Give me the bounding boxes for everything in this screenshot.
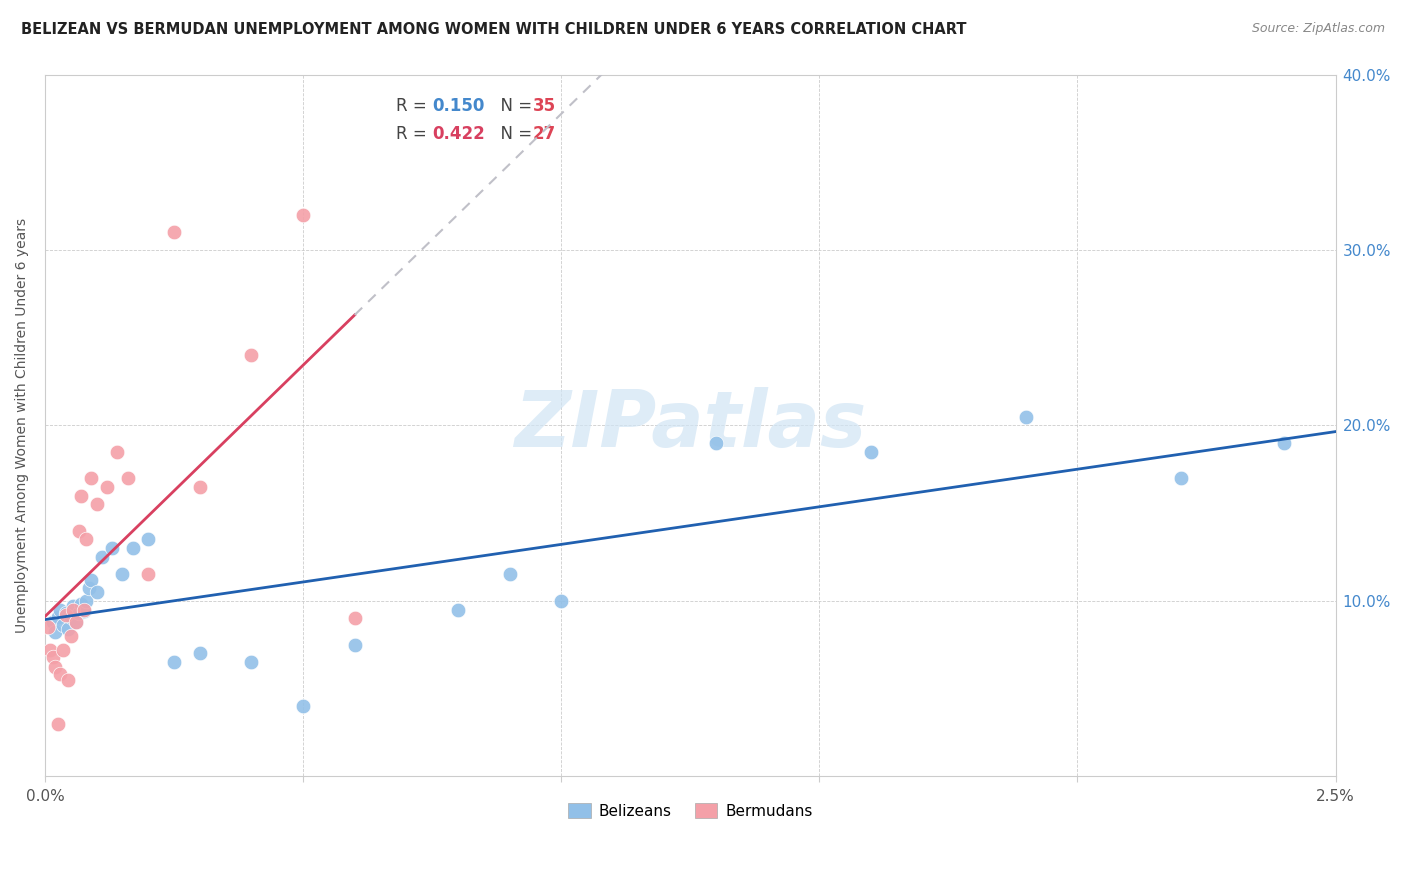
Point (292, 698, 315, 713)
Point (46, 716, 69, 731)
Text: 35: 35 (533, 97, 555, 115)
Point (188, 480, 211, 494)
Point (101, 541, 124, 556)
Point (49, 667, 72, 681)
Text: R =: R = (396, 97, 432, 115)
Point (59, 629, 82, 643)
Point (240, 348, 263, 362)
Point (75, 533, 97, 547)
Point (67, 606, 90, 620)
Point (52, 618, 75, 632)
Point (46, 609, 69, 624)
Point (73, 604, 96, 618)
Point (111, 567, 134, 582)
Point (121, 541, 143, 556)
Point (1170, 471, 1192, 485)
Point (343, 611, 366, 625)
Text: BELIZEAN VS BERMUDAN UNEMPLOYMENT AMONG WOMEN WITH CHILDREN UNDER 6 YEARS CORREL: BELIZEAN VS BERMUDAN UNEMPLOYMENT AMONG … (21, 22, 966, 37)
Point (77, 582, 100, 596)
Text: ZIPatlas: ZIPatlas (515, 387, 866, 463)
Point (70, 489, 93, 503)
Point (58, 622, 80, 636)
Point (96, 480, 118, 494)
Point (55, 607, 77, 622)
Point (704, 436, 727, 450)
Point (73, 602, 96, 616)
Text: N =: N = (491, 125, 537, 143)
Point (44, 660, 66, 674)
Point (41, 615, 63, 629)
Point (65, 615, 87, 629)
Point (90, 549, 112, 564)
Point (80, 573, 103, 587)
Point (292, 208, 315, 222)
Point (498, 567, 520, 582)
Point (117, 471, 139, 485)
Point (1272, 436, 1295, 450)
Point (52, 643, 75, 657)
Point (62, 599, 84, 613)
Point (37, 620, 59, 634)
Point (163, 655, 186, 669)
Point (105, 444, 128, 458)
Text: 27: 27 (533, 125, 555, 143)
Point (41, 649, 63, 664)
Point (59, 609, 82, 624)
Point (55, 606, 77, 620)
Point (136, 533, 159, 547)
Point (343, 638, 366, 652)
Text: 0.150: 0.150 (432, 97, 485, 115)
Point (240, 655, 263, 669)
Point (80, 471, 103, 485)
Point (1015, 409, 1038, 424)
Point (70, 597, 93, 611)
Text: Source: ZipAtlas.com: Source: ZipAtlas.com (1251, 22, 1385, 36)
Point (86, 585, 108, 599)
Point (136, 567, 159, 582)
Point (859, 444, 882, 458)
Point (75, 593, 97, 607)
Point (67, 524, 90, 538)
Point (44, 625, 66, 640)
Point (49, 602, 72, 616)
Point (39, 643, 62, 657)
Legend: Belizeans, Bermudans: Belizeans, Bermudans (562, 797, 818, 825)
Point (58, 673, 80, 687)
Text: R =: R = (396, 125, 432, 143)
Point (188, 646, 211, 660)
Point (62, 602, 84, 616)
Point (163, 226, 186, 240)
Point (447, 602, 470, 616)
Point (550, 593, 572, 607)
Point (65, 615, 87, 629)
Text: 0.422: 0.422 (432, 125, 485, 143)
Y-axis label: Unemployment Among Women with Children Under 6 years: Unemployment Among Women with Children U… (15, 218, 30, 633)
Text: N =: N = (491, 97, 537, 115)
Point (86, 497, 108, 511)
